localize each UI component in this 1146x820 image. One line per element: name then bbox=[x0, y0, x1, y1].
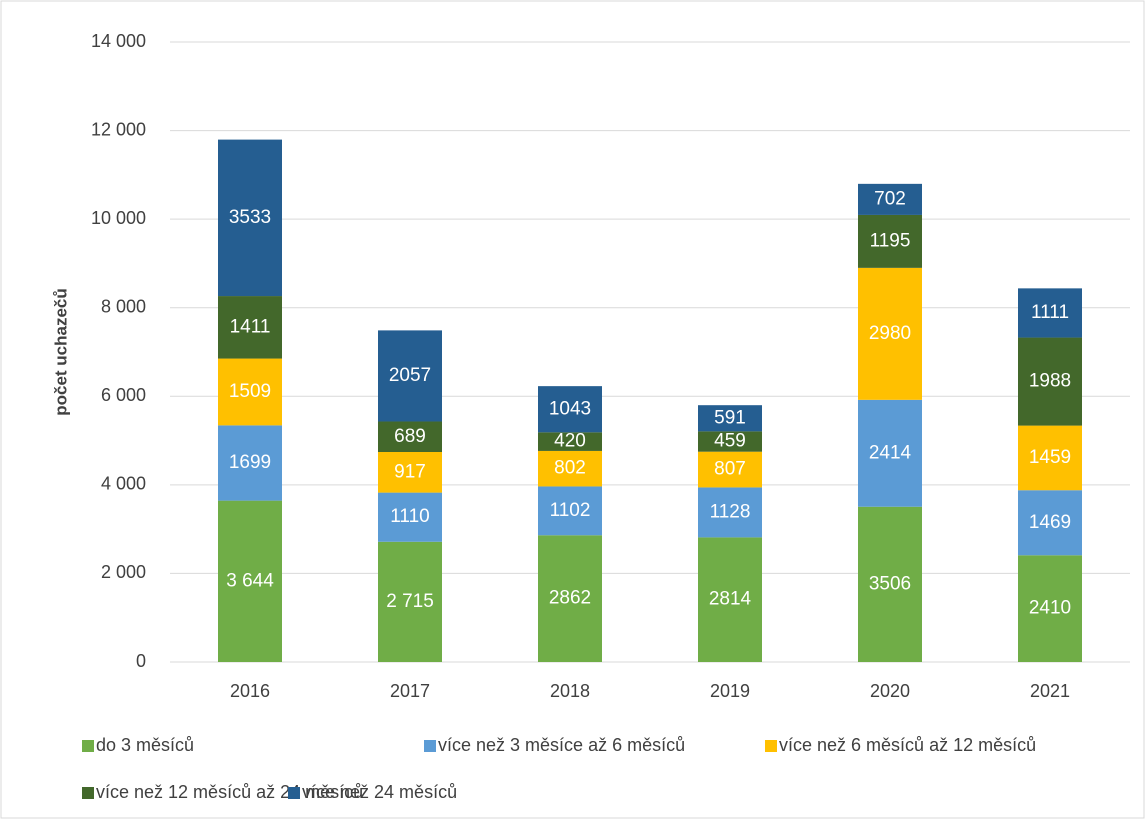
bar-segment bbox=[1018, 490, 1082, 556]
bar-segment bbox=[858, 214, 922, 268]
value-label: 591 bbox=[714, 407, 746, 428]
bar-segment bbox=[858, 506, 922, 662]
y-tick-label: 14 000 bbox=[91, 31, 146, 51]
y-axis-label: počet uchazečů bbox=[51, 288, 70, 416]
legend-marker bbox=[82, 740, 94, 752]
legend-label: do 3 měsíců bbox=[96, 735, 194, 755]
x-tick-label: 2020 bbox=[870, 681, 910, 701]
x-tick-label: 2021 bbox=[1030, 681, 1070, 701]
value-label: 420 bbox=[554, 431, 586, 452]
legend-marker bbox=[424, 740, 436, 752]
x-tick-label: 2018 bbox=[550, 681, 590, 701]
value-label: 2414 bbox=[869, 442, 912, 463]
bar-segment bbox=[1018, 288, 1082, 338]
value-label: 702 bbox=[874, 188, 906, 209]
y-tick-label: 6 000 bbox=[101, 385, 146, 405]
x-tick-label: 2017 bbox=[390, 681, 430, 701]
bar-segment bbox=[538, 486, 602, 536]
value-label: 3533 bbox=[229, 207, 271, 228]
value-label: 3506 bbox=[869, 573, 911, 594]
value-label: 1128 bbox=[710, 501, 751, 522]
value-label: 1043 bbox=[549, 398, 591, 419]
bar-segment bbox=[1018, 337, 1082, 426]
bar-segment bbox=[218, 358, 282, 426]
bar-segment bbox=[218, 425, 282, 501]
y-tick-label: 12 000 bbox=[91, 119, 146, 139]
bar-segment bbox=[1018, 425, 1082, 491]
bar-segment bbox=[538, 432, 602, 451]
value-label: 1195 bbox=[870, 230, 911, 251]
bar-segment bbox=[218, 139, 282, 297]
y-tick-label: 2 000 bbox=[101, 562, 146, 582]
bar-segment bbox=[538, 450, 602, 487]
value-label: 1509 bbox=[229, 381, 271, 402]
bar-segment bbox=[538, 386, 602, 433]
legend-marker bbox=[288, 787, 300, 799]
legend-label: více než 3 měsíce až 6 měsíců bbox=[438, 735, 685, 755]
bar-segment bbox=[698, 405, 762, 432]
value-label: 3 644 bbox=[226, 570, 274, 591]
bar-segment bbox=[378, 541, 442, 662]
value-label: 1988 bbox=[1029, 371, 1071, 392]
value-label: 1469 bbox=[1029, 512, 1071, 533]
value-label: 802 bbox=[554, 458, 586, 479]
y-tick-label: 4 000 bbox=[101, 474, 146, 494]
bar-segment bbox=[698, 431, 762, 452]
y-tick-label: 0 bbox=[136, 651, 146, 671]
value-label: 1110 bbox=[390, 506, 429, 527]
bar-segment bbox=[538, 535, 602, 662]
value-label: 2814 bbox=[709, 589, 752, 610]
value-label: 459 bbox=[714, 431, 746, 452]
bar-segment bbox=[698, 487, 762, 538]
bar-segment bbox=[378, 330, 442, 422]
bar-segment bbox=[858, 267, 922, 400]
y-tick-label: 8 000 bbox=[101, 296, 146, 316]
bar-segment bbox=[1018, 555, 1082, 662]
value-label: 2057 bbox=[389, 365, 431, 386]
bar-segment bbox=[218, 500, 282, 662]
x-tick-label: 2019 bbox=[710, 681, 750, 701]
bar-segment bbox=[698, 537, 762, 662]
legend-marker bbox=[765, 740, 777, 752]
legend-label: více než 24 měsíců bbox=[302, 782, 457, 802]
bar-segment bbox=[218, 296, 282, 359]
value-label: 689 bbox=[394, 426, 426, 447]
bar-segment bbox=[858, 399, 922, 507]
bar-segment bbox=[378, 421, 442, 452]
value-label: 1111 bbox=[1031, 302, 1069, 323]
value-label: 2410 bbox=[1029, 598, 1071, 619]
y-tick-label: 10 000 bbox=[91, 208, 146, 228]
x-tick-label: 2016 bbox=[230, 681, 270, 701]
value-label: 1459 bbox=[1029, 447, 1071, 468]
value-label: 2980 bbox=[869, 323, 911, 344]
value-label: 807 bbox=[714, 459, 746, 480]
legend-label: více než 6 měsíců až 12 měsíců bbox=[779, 735, 1036, 755]
value-label: 1699 bbox=[229, 452, 271, 473]
legend-marker bbox=[82, 787, 94, 799]
value-label: 917 bbox=[394, 461, 426, 482]
bar-segment bbox=[858, 183, 922, 215]
value-label: 2 715 bbox=[386, 591, 434, 612]
value-label: 1102 bbox=[550, 500, 591, 521]
value-label: 1411 bbox=[230, 316, 271, 337]
bar-segment bbox=[378, 492, 442, 542]
bar-segment bbox=[378, 451, 442, 493]
bar-segment bbox=[698, 451, 762, 488]
value-label: 2862 bbox=[549, 588, 591, 609]
